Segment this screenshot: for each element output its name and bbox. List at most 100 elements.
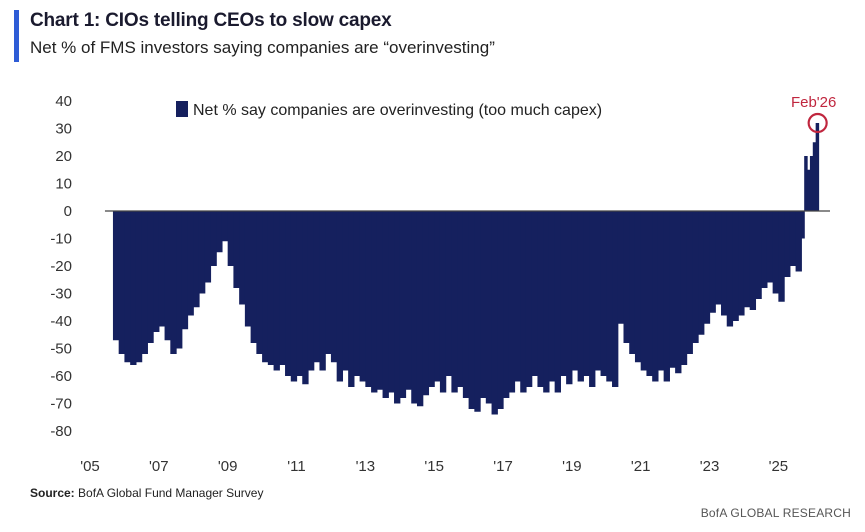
y-tick-label: -50 xyxy=(50,341,72,358)
bar xyxy=(221,211,229,242)
bar xyxy=(233,211,240,288)
bar xyxy=(807,169,811,211)
bar xyxy=(399,211,407,398)
bar xyxy=(560,211,567,376)
bar xyxy=(646,211,653,376)
legend-label: Net % say companies are overinvesting (t… xyxy=(193,102,602,119)
bar xyxy=(640,211,648,371)
annotation-circle xyxy=(807,112,828,134)
brand-footer: BofA GLOBAL RESEARCH xyxy=(700,506,851,520)
bar xyxy=(285,211,292,376)
bar xyxy=(669,211,676,368)
bar xyxy=(153,211,160,332)
bar xyxy=(600,211,607,376)
bar xyxy=(405,211,412,390)
bar xyxy=(784,211,791,277)
bar xyxy=(256,211,263,354)
source-note: Source: BofA Global Fund Manager Survey xyxy=(30,486,263,500)
bar xyxy=(365,211,372,387)
bar xyxy=(789,211,797,266)
bar xyxy=(130,211,137,365)
y-tick-label: 30 xyxy=(55,121,72,138)
bar xyxy=(124,211,131,363)
bar xyxy=(715,211,722,305)
bar xyxy=(703,211,711,324)
bar-series xyxy=(112,123,820,415)
legend: Net % say companies are overinvesting (t… xyxy=(176,101,602,119)
bar xyxy=(141,211,148,354)
bar xyxy=(227,211,235,266)
bar xyxy=(176,211,183,349)
bar xyxy=(359,211,366,382)
bar xyxy=(543,211,550,393)
bar xyxy=(698,211,705,335)
bar xyxy=(325,211,332,354)
bar xyxy=(216,211,223,253)
bar xyxy=(686,211,693,354)
bar xyxy=(244,211,252,327)
x-axis: '05 '07 '09 '11 '13 '15 '17 '19 '21 '23 '25 xyxy=(80,458,788,475)
bar xyxy=(629,211,636,354)
bar xyxy=(589,211,596,387)
bar xyxy=(250,211,257,343)
bar xyxy=(571,211,579,371)
y-tick-label: -70 xyxy=(50,396,72,413)
bar xyxy=(428,211,435,387)
bar xyxy=(112,211,120,341)
title-accent-bar xyxy=(14,10,19,62)
bar xyxy=(508,211,516,393)
bar xyxy=(812,142,817,211)
bar xyxy=(778,211,785,302)
x-tick-label: '15 xyxy=(424,458,444,475)
x-tick-label: '19 xyxy=(562,458,582,475)
bar xyxy=(147,211,154,343)
bar xyxy=(795,211,802,272)
y-axis: 40 30 20 10 0 -10 -20 -30 -40 -50 -60 -70 -80 xyxy=(50,93,72,440)
bar xyxy=(726,211,734,327)
bar xyxy=(457,211,464,387)
x-tick-label: '05 xyxy=(80,458,100,475)
bar-chart: 40 30 20 10 0 -10 -20 -30 -40 -50 -60 -70 -80 '05 '07… xyxy=(50,93,836,475)
bar xyxy=(474,211,481,412)
bar xyxy=(468,211,475,409)
chart-title: Chart 1: CIOs telling CEOs to slow capex xyxy=(30,10,392,31)
bar xyxy=(451,211,458,393)
bar xyxy=(566,211,573,385)
bar xyxy=(554,211,561,393)
bar xyxy=(809,156,814,211)
bar xyxy=(170,211,177,354)
bar xyxy=(376,211,384,390)
y-tick-label: -20 xyxy=(50,258,72,275)
bar xyxy=(548,211,556,382)
bar xyxy=(577,211,584,382)
bar xyxy=(445,211,452,376)
bar xyxy=(815,123,820,211)
bar xyxy=(239,211,246,305)
bar xyxy=(497,211,504,409)
bar xyxy=(766,211,774,283)
bar xyxy=(164,211,171,341)
bar xyxy=(772,211,779,294)
bar xyxy=(198,211,206,294)
bar xyxy=(594,211,602,371)
y-tick-label: 40 xyxy=(55,93,72,110)
bar xyxy=(485,211,493,404)
bar xyxy=(290,211,298,382)
x-tick-label: '21 xyxy=(631,458,651,475)
bar xyxy=(279,211,286,365)
y-tick-label: -10 xyxy=(50,231,72,248)
bar xyxy=(801,211,805,239)
bar xyxy=(135,211,143,363)
bar xyxy=(307,211,315,371)
bar xyxy=(158,211,166,327)
bar xyxy=(606,211,613,382)
bar xyxy=(583,211,590,376)
y-tick-label: -30 xyxy=(50,286,72,303)
bar xyxy=(692,211,699,343)
bar xyxy=(336,211,344,382)
x-tick-label: '09 xyxy=(218,458,238,475)
bar xyxy=(503,211,510,398)
bar xyxy=(531,211,539,376)
source-text: BofA Global Fund Manager Survey xyxy=(78,486,264,500)
bar xyxy=(348,211,355,387)
